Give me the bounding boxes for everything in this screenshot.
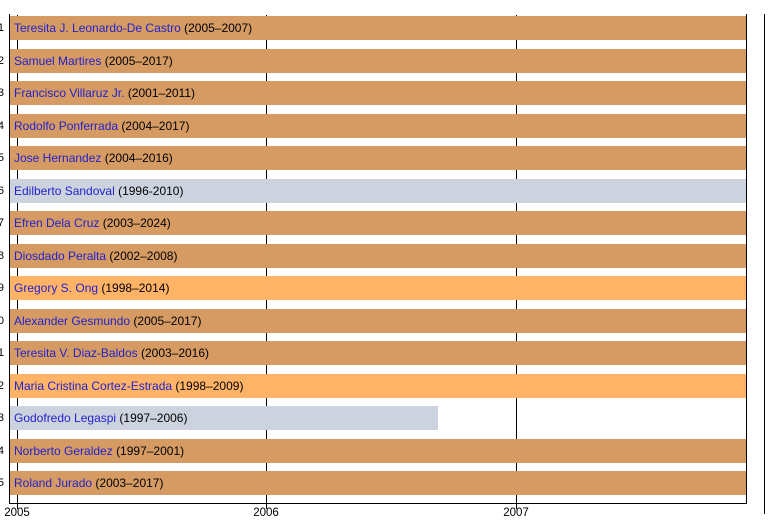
term-years: (2005–2017) (104, 53, 173, 68)
bar-label: Teresita J. Leonardo-De Castro (2005–200… (14, 16, 252, 40)
justice-link[interactable]: Jose Hernandez (14, 151, 102, 165)
row-number: 10 (0, 314, 4, 327)
justice-link[interactable]: Maria Cristina Cortez-Estrada (14, 378, 173, 393)
term-years: (2005–2007) (184, 21, 253, 35)
table-row: 15 Roland Jurado (2003–2017) (0, 471, 775, 495)
justice-link[interactable]: Norberto Geraldez (14, 443, 113, 458)
term-years: (2001–2011) (127, 86, 195, 100)
justice-link[interactable]: Rodolfo Ponferrada (14, 118, 119, 133)
term-years: (2003–2024) (102, 216, 171, 230)
term-years: (1998–2009) (175, 378, 244, 393)
table-row: 7 Efren Dela Cruz (2003–2024) (0, 211, 775, 235)
bar-label: Edilberto Sandoval (1996-2010) (14, 179, 183, 203)
justice-link[interactable]: Samuel Martires (14, 53, 102, 68)
table-row: 10 Alexander Gesmundo (2005–2017) (0, 308, 775, 333)
bar-label: Efren Dela Cruz (2003–2024) (14, 211, 171, 235)
bar-label: Norberto Geraldez (1997–2001) (14, 439, 184, 463)
table-row: 6 Edilberto Sandoval (1996-2010) (0, 178, 775, 203)
row-number: 15 (0, 477, 4, 489)
bar-label: Godofredo Legaspi (1997–2006) (14, 406, 187, 430)
justice-link[interactable]: Diosdado Peralta (14, 248, 107, 263)
table-row: 3 Francisco Villaruz Jr. (2001–2011) (0, 81, 775, 105)
timeline-bar (10, 81, 746, 105)
row-number: 4 (0, 119, 4, 132)
timeline-bar (10, 373, 746, 398)
table-row: 12 Maria Cristina Cortez-Estrada (1998–20… (0, 373, 775, 398)
table-row: 8 Diosdado Peralta (2002–2008) (0, 243, 775, 268)
table-row: 2 Samuel Martires (2005–2017) (0, 48, 775, 73)
timeline-bar (10, 276, 746, 300)
timeline-bar (10, 178, 746, 203)
term-years: (2005–2017) (133, 313, 202, 328)
table-row: 5 Jose Hernandez (2004–2016) (0, 146, 775, 170)
x-axis-line (9, 503, 747, 504)
row-number: 14 (0, 444, 4, 457)
justice-link[interactable]: Francisco Villaruz Jr. (14, 86, 125, 100)
row-number: 1 (0, 22, 4, 34)
bar-label: Maria Cristina Cortez-Estrada (1998–2009… (14, 374, 243, 398)
table-row: 4 Rodolfo Ponferrada (2004–2017) (0, 113, 775, 138)
bar-label: Rodolfo Ponferrada (2004–2017) (14, 114, 189, 138)
term-years: (1996-2010) (118, 183, 184, 198)
plot-left-border (9, 14, 10, 503)
timeline-bar (10, 341, 746, 365)
row-number: 8 (0, 249, 4, 262)
term-years: (2003–2017) (95, 476, 164, 490)
term-years: (2004–2016) (104, 151, 173, 165)
bar-label: Roland Jurado (2003–2017) (14, 471, 163, 495)
term-years: (1998–2014) (101, 281, 170, 295)
timeline-bar (10, 438, 746, 463)
justice-link[interactable]: Alexander Gesmundo (14, 313, 131, 328)
row-number: 2 (0, 54, 4, 67)
term-years: (1997–2001) (116, 443, 185, 458)
row-number: 11 (0, 347, 4, 359)
timeline-bar (10, 146, 746, 170)
row-number: 5 (0, 152, 4, 164)
bar-label: Francisco Villaruz Jr. (2001–2011) (14, 81, 195, 105)
table-cell-border (764, 14, 765, 514)
justice-link[interactable]: Roland Jurado (14, 476, 93, 490)
timeline-bar (10, 471, 746, 495)
table-row: 13 Godofredo Legaspi (1997–2006) (0, 406, 775, 430)
bar-label: Teresita V. Diaz-Baldos (2003–2016) (14, 341, 209, 365)
term-years: (2002–2008) (109, 248, 178, 263)
justice-link[interactable]: Efren Dela Cruz (14, 216, 100, 230)
bar-label: Jose Hernandez (2004–2016) (14, 146, 173, 170)
bar-label: Diosdado Peralta (2002–2008) (14, 244, 177, 268)
row-number: 7 (0, 217, 4, 229)
plot-right-border (746, 14, 747, 503)
timeline-bar (10, 243, 746, 268)
axis-tick-label: 2007 (503, 507, 529, 519)
bar-label: Gregory S. Ong (1998–2014) (14, 276, 169, 300)
axis-tick-label: 2006 (253, 507, 279, 519)
justice-link[interactable]: Teresita V. Diaz-Baldos (14, 346, 138, 360)
table-row: 1 Teresita J. Leonardo-De Castro (2005–20… (0, 16, 775, 40)
table-row: 14 Norberto Geraldez (1997–2001) (0, 438, 775, 463)
bar-label: Alexander Gesmundo (2005–2017) (14, 309, 201, 333)
row-number: 6 (0, 184, 4, 197)
term-years: (2004–2017) (121, 118, 190, 133)
row-number: 13 (0, 412, 4, 424)
justice-link[interactable]: Gregory S. Ong (14, 281, 99, 295)
row-number: 9 (0, 282, 4, 294)
justice-link[interactable]: Edilberto Sandoval (14, 183, 115, 198)
bar-label: Samuel Martires (2005–2017) (14, 49, 173, 73)
timeline-bar (10, 406, 438, 430)
axis-tick-label: 2005 (4, 507, 30, 519)
timeline-bar (10, 16, 746, 40)
term-years: (2003–2016) (140, 346, 210, 360)
table-row: 11 Teresita V. Diaz-Baldos (2003–2016) (0, 341, 775, 365)
timeline-bar (10, 113, 746, 138)
timeline-bar (10, 48, 746, 73)
justice-link[interactable]: Godofredo Legaspi (14, 411, 117, 425)
table-row: 9 Gregory S. Ong (1998–2014) (0, 276, 775, 300)
timeline-bar (10, 308, 746, 333)
term-years: (1997–2006) (119, 411, 188, 425)
justice-link[interactable]: Teresita J. Leonardo-De Castro (14, 21, 181, 35)
row-number: 12 (0, 379, 4, 392)
row-number: 3 (0, 87, 4, 99)
timeline-bar (10, 211, 746, 235)
